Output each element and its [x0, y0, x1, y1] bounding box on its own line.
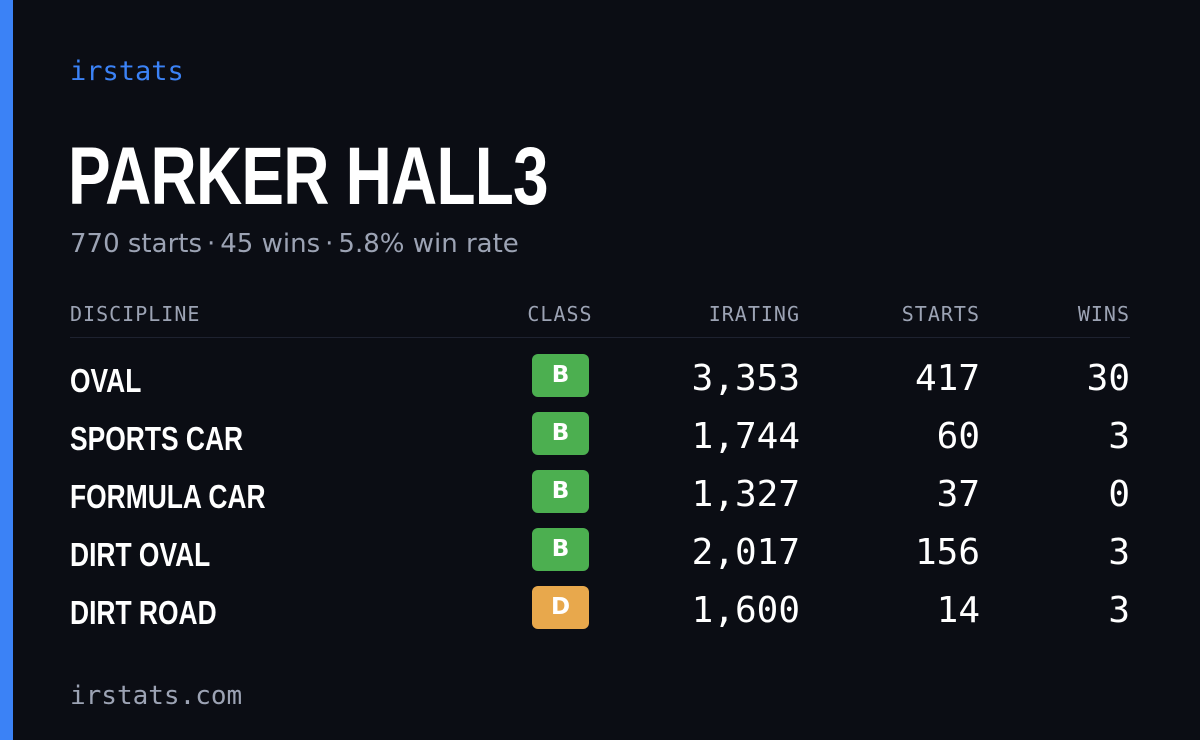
row-discipline: OVAL	[70, 362, 142, 399]
row-irating: 1,744	[691, 416, 800, 457]
row-wins: 0	[1108, 474, 1130, 515]
header-wins: WINS	[1077, 302, 1130, 326]
summary-wins: 45 wins	[220, 229, 321, 259]
class-badge: B	[532, 528, 589, 571]
summary-separator: ·	[325, 229, 334, 259]
accent-bar	[0, 0, 13, 740]
footer-url: irstats.com	[70, 681, 243, 711]
row-wins: 3	[1108, 416, 1130, 457]
row-discipline: FORMULA CAR	[70, 478, 266, 515]
header-class: CLASS	[527, 302, 593, 326]
class-badge: B	[532, 412, 589, 455]
row-starts: 37	[936, 474, 980, 515]
header-discipline: DISCIPLINE	[70, 302, 201, 326]
row-irating: 3,353	[691, 358, 800, 399]
class-badge: B	[532, 354, 589, 397]
row-starts: 60	[936, 416, 980, 457]
table-header: DISCIPLINE CLASS IRATING STARTS WINS	[70, 300, 1130, 338]
table-row: OVAL B 3,353 417 30	[70, 354, 1130, 412]
row-irating: 1,327	[691, 474, 800, 515]
header-starts: STARTS	[901, 302, 980, 326]
summary-win-rate: 5.8% win rate	[338, 229, 519, 259]
row-wins: 30	[1086, 358, 1130, 399]
header-irating: IRATING	[708, 302, 800, 326]
class-badge: B	[532, 470, 589, 513]
row-irating: 2,017	[691, 532, 800, 573]
summary-starts: 770 starts	[70, 229, 202, 259]
driver-name: PARKER HALL3	[68, 131, 549, 222]
row-starts: 417	[914, 358, 980, 399]
row-starts: 156	[914, 532, 980, 573]
row-discipline: DIRT OVAL	[70, 536, 211, 573]
row-starts: 14	[936, 590, 980, 631]
table-row: SPORTS CAR B 1,744 60 3	[70, 412, 1130, 470]
row-discipline: DIRT ROAD	[70, 594, 217, 631]
table-row: DIRT OVAL B 2,017 156 3	[70, 528, 1130, 586]
table-row: FORMULA CAR B 1,327 37 0	[70, 470, 1130, 528]
brand-logo: irstats	[70, 56, 184, 87]
row-irating: 1,600	[691, 590, 800, 631]
summary-line: 770 starts · 45 wins · 5.8% win rate	[70, 229, 519, 259]
row-wins: 3	[1108, 532, 1130, 573]
row-wins: 3	[1108, 590, 1130, 631]
row-discipline: SPORTS CAR	[70, 420, 244, 457]
table-row: DIRT ROAD D 1,600 14 3	[70, 586, 1130, 644]
summary-separator: ·	[207, 229, 216, 259]
class-badge: D	[532, 586, 589, 629]
